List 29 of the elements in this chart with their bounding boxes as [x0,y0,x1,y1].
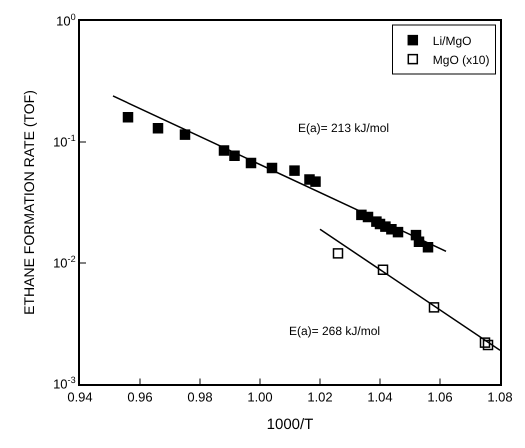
y-axis-title: ETHANE FORMATION RATE (TOF) [21,90,38,315]
y-tick-label: 10$^{-1}$ [53,133,76,150]
point [332,248,344,259]
point [480,337,490,348]
y-tick-label: 10$^{-2}$ [53,254,76,271]
x-tick-label: 1.04 [367,389,393,404]
x-tick-label: 1.08 [487,389,513,404]
point [428,302,440,313]
point [310,176,321,187]
x-tick-label: 1.02 [307,389,333,404]
x-axis-title: 1000/T [266,416,314,433]
x-tick-label: 0.98 [187,389,213,404]
point [422,242,434,252]
point [289,165,300,176]
annotation: E(a)= 213 kJ/mol [298,121,390,135]
x-tick-label: 0.96 [127,389,153,404]
legend-label: MgO (x10) [432,52,490,67]
annotation: E(a)= 268 kJ/mol [289,324,380,338]
x-tick-label: 0.94 [67,389,93,404]
legend-label: Li/MgO [432,34,472,48]
point [378,264,388,275]
point [152,122,164,134]
y-tick-label: 10$^{-3}$ [53,375,76,392]
y-tick-label: 10$^{0}$ [56,12,76,29]
point [482,340,494,350]
point [122,112,134,123]
point [180,129,190,140]
x-tick-label: 1.06 [427,389,453,404]
x-tick-label: 1.00 [247,389,273,404]
